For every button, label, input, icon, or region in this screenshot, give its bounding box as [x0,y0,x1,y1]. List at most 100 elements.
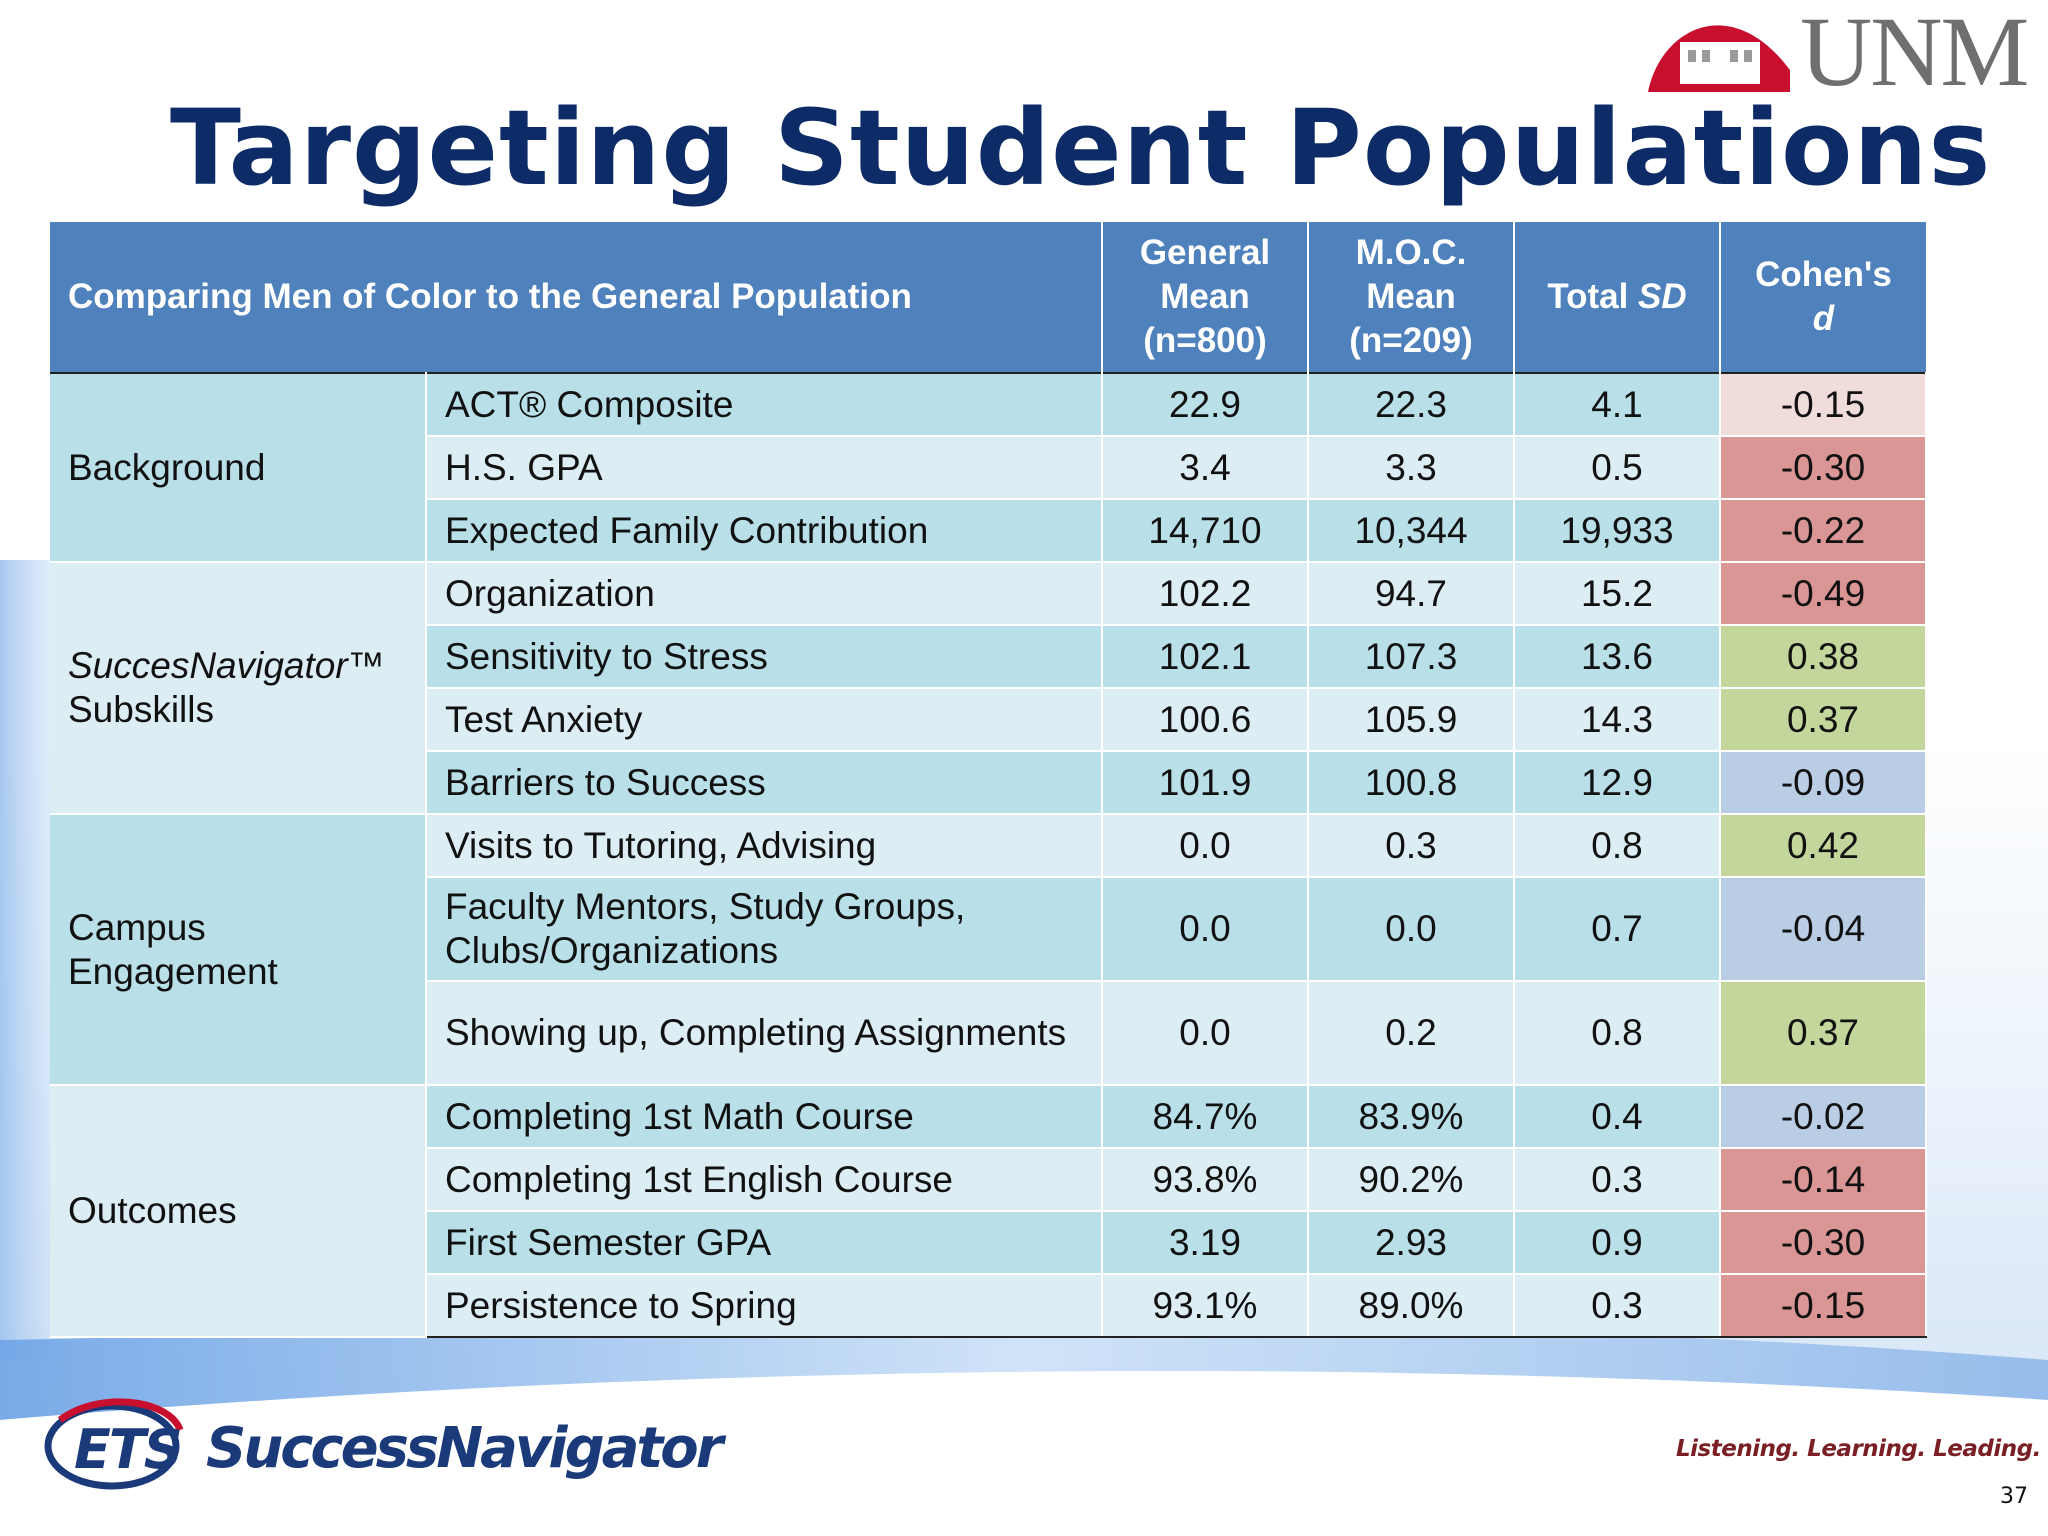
general-mean-cell: 101.9 [1102,751,1309,815]
moc-mean-cell: 83.9% [1308,1084,1515,1149]
ets-logo-text: ETS [74,1418,183,1481]
total-sd-cell: 0.4 [1514,1084,1721,1149]
header-total-sd: Total SD [1514,222,1721,373]
general-mean-cell: 0.0 [1102,813,1309,878]
header-general-mean-line1: General [1139,233,1271,272]
cohens-d-cell: -0.02 [1720,1084,1927,1149]
row-label: Visits to Tutoring, Advising [426,813,1103,878]
row-label: Persistence to Spring [426,1274,1103,1338]
table-row: Showing up, Completing Assignments 0.0 0… [50,981,1927,1086]
table-row: First Semester GPA 3.19 2.93 0.9 -0.30 [50,1211,1927,1275]
table-row: Background ACT® Composite 22.9 22.3 4.1 … [50,372,1927,563]
moc-mean-cell: 105.9 [1308,688,1515,752]
header-total-sd-italic: SD [1638,277,1687,316]
header-cohens-d-line1: Cohen's [1755,255,1892,294]
total-sd-cell: 0.9 [1514,1211,1721,1275]
row-label: Test Anxiety [426,688,1103,752]
tagline: Listening. Learning. Leading. [1676,1436,2041,1462]
row-label: Expected Family Contribution [426,499,1103,563]
header-main: Comparing Men of Color to the General Po… [50,222,1103,373]
group-background: Background [50,372,427,563]
total-sd-cell: 4.1 [1514,372,1721,437]
row-label: Completing 1st Math Course [426,1084,1103,1149]
table-row: H.S. GPA 3.4 3.3 0.5 -0.30 [50,436,1927,500]
moc-mean-cell: 89.0% [1308,1274,1515,1338]
table-row: Persistence to Spring 93.1% 89.0% 0.3 -0… [50,1274,1927,1338]
general-mean-cell: 22.9 [1102,372,1309,437]
row-label: ACT® Composite [426,372,1103,437]
unm-logo: UNM [1640,0,2048,107]
moc-mean-cell: 107.3 [1308,625,1515,689]
moc-mean-cell: 22.3 [1308,372,1515,437]
header-general-mean-line3: (n=800) [1143,321,1267,360]
group-campus-engagement: Campus Engagement [50,813,427,1086]
cohens-d-cell: -0.15 [1720,1274,1927,1338]
cohens-d-cell: 0.42 [1720,813,1927,878]
unm-building-icon [1648,25,1790,92]
cohens-d-cell: -0.30 [1720,1211,1927,1275]
ets-successnavigator-logo: ETS SuccessNavigator [40,1390,723,1500]
cohens-d-cell: -0.30 [1720,436,1927,500]
table-header-row: Comparing Men of Color to the General Po… [50,222,1926,373]
table-row: SuccesNavigator™ Subskills Organization … [50,561,1927,815]
table-row: Outcomes Completing 1st Math Course 84.7… [50,1084,1927,1338]
moc-mean-cell: 10,344 [1308,499,1515,563]
cohens-d-cell: 0.38 [1720,625,1927,689]
header-moc-mean-line3: (n=209) [1349,321,1473,360]
total-sd-cell: 0.5 [1514,436,1721,500]
row-label: Faculty Mentors, Study Groups, Clubs/Org… [426,877,1103,982]
moc-mean-cell: 0.3 [1308,813,1515,878]
total-sd-cell: 14.3 [1514,688,1721,752]
moc-mean-cell: 100.8 [1308,751,1515,815]
general-mean-cell: 100.6 [1102,688,1309,752]
header-moc-mean-line2: Mean [1366,277,1456,316]
comparison-table: Comparing Men of Color to the General Po… [50,222,1927,1338]
row-label-line2: Clubs/Organizations [445,930,779,971]
general-mean-cell: 0.0 [1102,877,1309,982]
cohens-d-cell: -0.49 [1720,561,1927,626]
slide-title: Targeting Student Populations [170,87,1992,209]
group-successnavigator-line2: Subskills [68,689,214,730]
total-sd-cell: 0.8 [1514,981,1721,1086]
table-row: Completing 1st English Course 93.8% 90.2… [50,1148,1927,1212]
cohens-d-cell: -0.14 [1720,1148,1927,1212]
total-sd-cell: 0.7 [1514,877,1721,982]
page-number: 37 [2000,1484,2028,1509]
cohens-d-cell: 0.37 [1720,688,1927,752]
total-sd-cell: 12.9 [1514,751,1721,815]
table-row: Expected Family Contribution 14,710 10,3… [50,499,1927,563]
row-label: Organization [426,561,1103,626]
group-campus-engagement-line1: Campus [68,906,206,948]
cohens-d-cell: -0.22 [1720,499,1927,563]
moc-mean-cell: 0.0 [1308,877,1515,982]
general-mean-cell: 93.1% [1102,1274,1309,1338]
header-cohens-d-line2: d [1812,299,1835,338]
total-sd-cell: 15.2 [1514,561,1721,626]
cohens-d-cell: 0.37 [1720,981,1927,1086]
table-row: Faculty Mentors, Study Groups, Clubs/Org… [50,877,1927,982]
header-moc-mean-line1: M.O.C. [1355,233,1467,272]
row-label-line1: Faculty Mentors, Study Groups, [445,886,966,927]
moc-mean-cell: 3.3 [1308,436,1515,500]
general-mean-cell: 102.2 [1102,561,1309,626]
header-total-sd-text: Total [1547,277,1639,316]
unm-logo-text: UNM [1800,0,2029,107]
group-successnavigator-subskills: SuccesNavigator™ Subskills [50,561,427,815]
row-label: Completing 1st English Course [426,1148,1103,1212]
row-label: Barriers to Success [426,751,1103,815]
table-row: Barriers to Success 101.9 100.8 12.9 -0.… [50,751,1927,815]
group-outcomes: Outcomes [50,1084,427,1338]
total-sd-cell: 0.3 [1514,1148,1721,1212]
cohens-d-cell: -0.09 [1720,751,1927,815]
total-sd-cell: 0.8 [1514,813,1721,878]
moc-mean-cell: 94.7 [1308,561,1515,626]
general-mean-cell: 84.7% [1102,1084,1309,1149]
row-label: First Semester GPA [426,1211,1103,1275]
row-label: Showing up, Completing Assignments [426,981,1103,1086]
moc-mean-cell: 0.2 [1308,981,1515,1086]
header-moc-mean: M.O.C. Mean (n=209) [1308,222,1515,373]
header-general-mean: General Mean (n=800) [1102,222,1309,373]
table-row: Sensitivity to Stress 102.1 107.3 13.6 0… [50,625,1927,689]
general-mean-cell: 3.4 [1102,436,1309,500]
cohens-d-cell: -0.15 [1720,372,1927,437]
